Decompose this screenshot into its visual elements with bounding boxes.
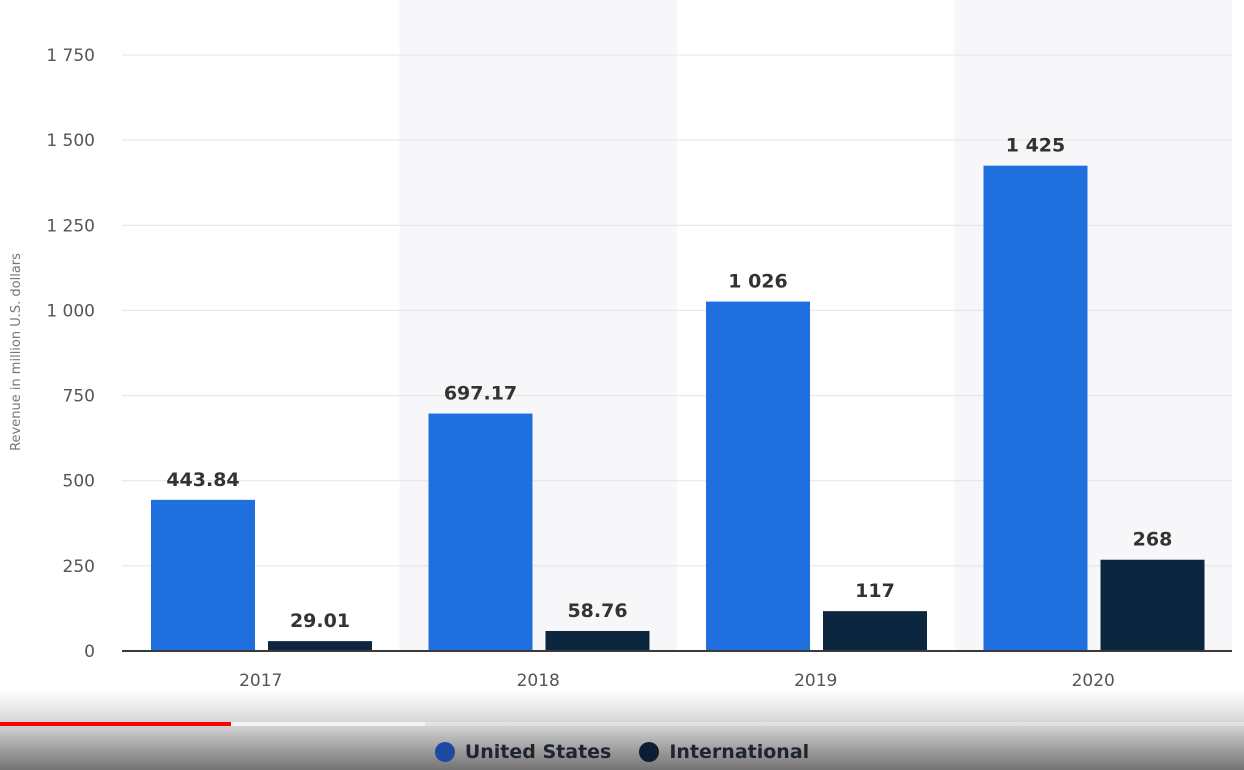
x-axis-ticks: 2017 2018 2019 2020 — [239, 671, 1115, 691]
video-progress-bar[interactable] — [0, 722, 1244, 726]
y-tick-label: 1 750 — [46, 46, 95, 66]
bar-international-2019 — [823, 611, 927, 651]
bar-us-2017 — [151, 499, 255, 651]
y-axis-label: Revenue in million U.S. dollars — [9, 253, 24, 451]
data-label: 29.01 — [290, 610, 350, 632]
data-label: 1 425 — [1006, 135, 1066, 157]
y-tick-label: 250 — [63, 557, 95, 577]
y-tick-label: 1 250 — [46, 216, 95, 236]
legend-label-us: United States — [464, 741, 612, 763]
bar-us-2020 — [983, 165, 1088, 651]
x-tick-label: 2020 — [1072, 671, 1115, 691]
y-axis-ticks: 0 250 500 750 1 000 1 250 1 500 1 750 — [46, 46, 95, 662]
chart-legend: United States International — [0, 736, 1244, 768]
bar-international-2018 — [545, 630, 650, 651]
x-tick-label: 2018 — [517, 671, 560, 691]
bar-international-2020 — [1100, 559, 1205, 651]
video-player-overlay — [0, 690, 1244, 770]
data-label: 1 026 — [728, 271, 788, 293]
y-tick-label: 1 000 — [46, 301, 95, 321]
data-label: 697.17 — [444, 383, 517, 405]
bar-us-2018 — [428, 413, 533, 651]
bar-us-2019 — [706, 301, 810, 651]
y-tick-label: 500 — [63, 472, 95, 492]
legend-item-united-states: United States — [434, 741, 612, 763]
x-tick-label: 2017 — [239, 671, 282, 691]
data-label: 268 — [1133, 529, 1173, 551]
legend-label-international: International — [669, 741, 810, 763]
data-label: 443.84 — [166, 469, 239, 491]
data-label: 58.76 — [567, 600, 627, 622]
played-progress — [0, 722, 232, 726]
bars — [151, 165, 1205, 651]
x-tick-label: 2019 — [794, 671, 837, 691]
legend-marker-international — [639, 742, 660, 762]
bar-international-2017 — [268, 641, 372, 651]
y-tick-label: 0 — [84, 642, 95, 662]
data-label: 117 — [855, 580, 895, 602]
y-tick-label: 1 500 — [46, 131, 95, 151]
legend-marker-us — [434, 742, 455, 762]
y-tick-label: 750 — [63, 387, 95, 407]
legend-item-international: International — [639, 741, 809, 763]
data-labels: 443.84 697.17 1 026 1 425 29.01 58.76 117 268 — [166, 135, 1172, 632]
